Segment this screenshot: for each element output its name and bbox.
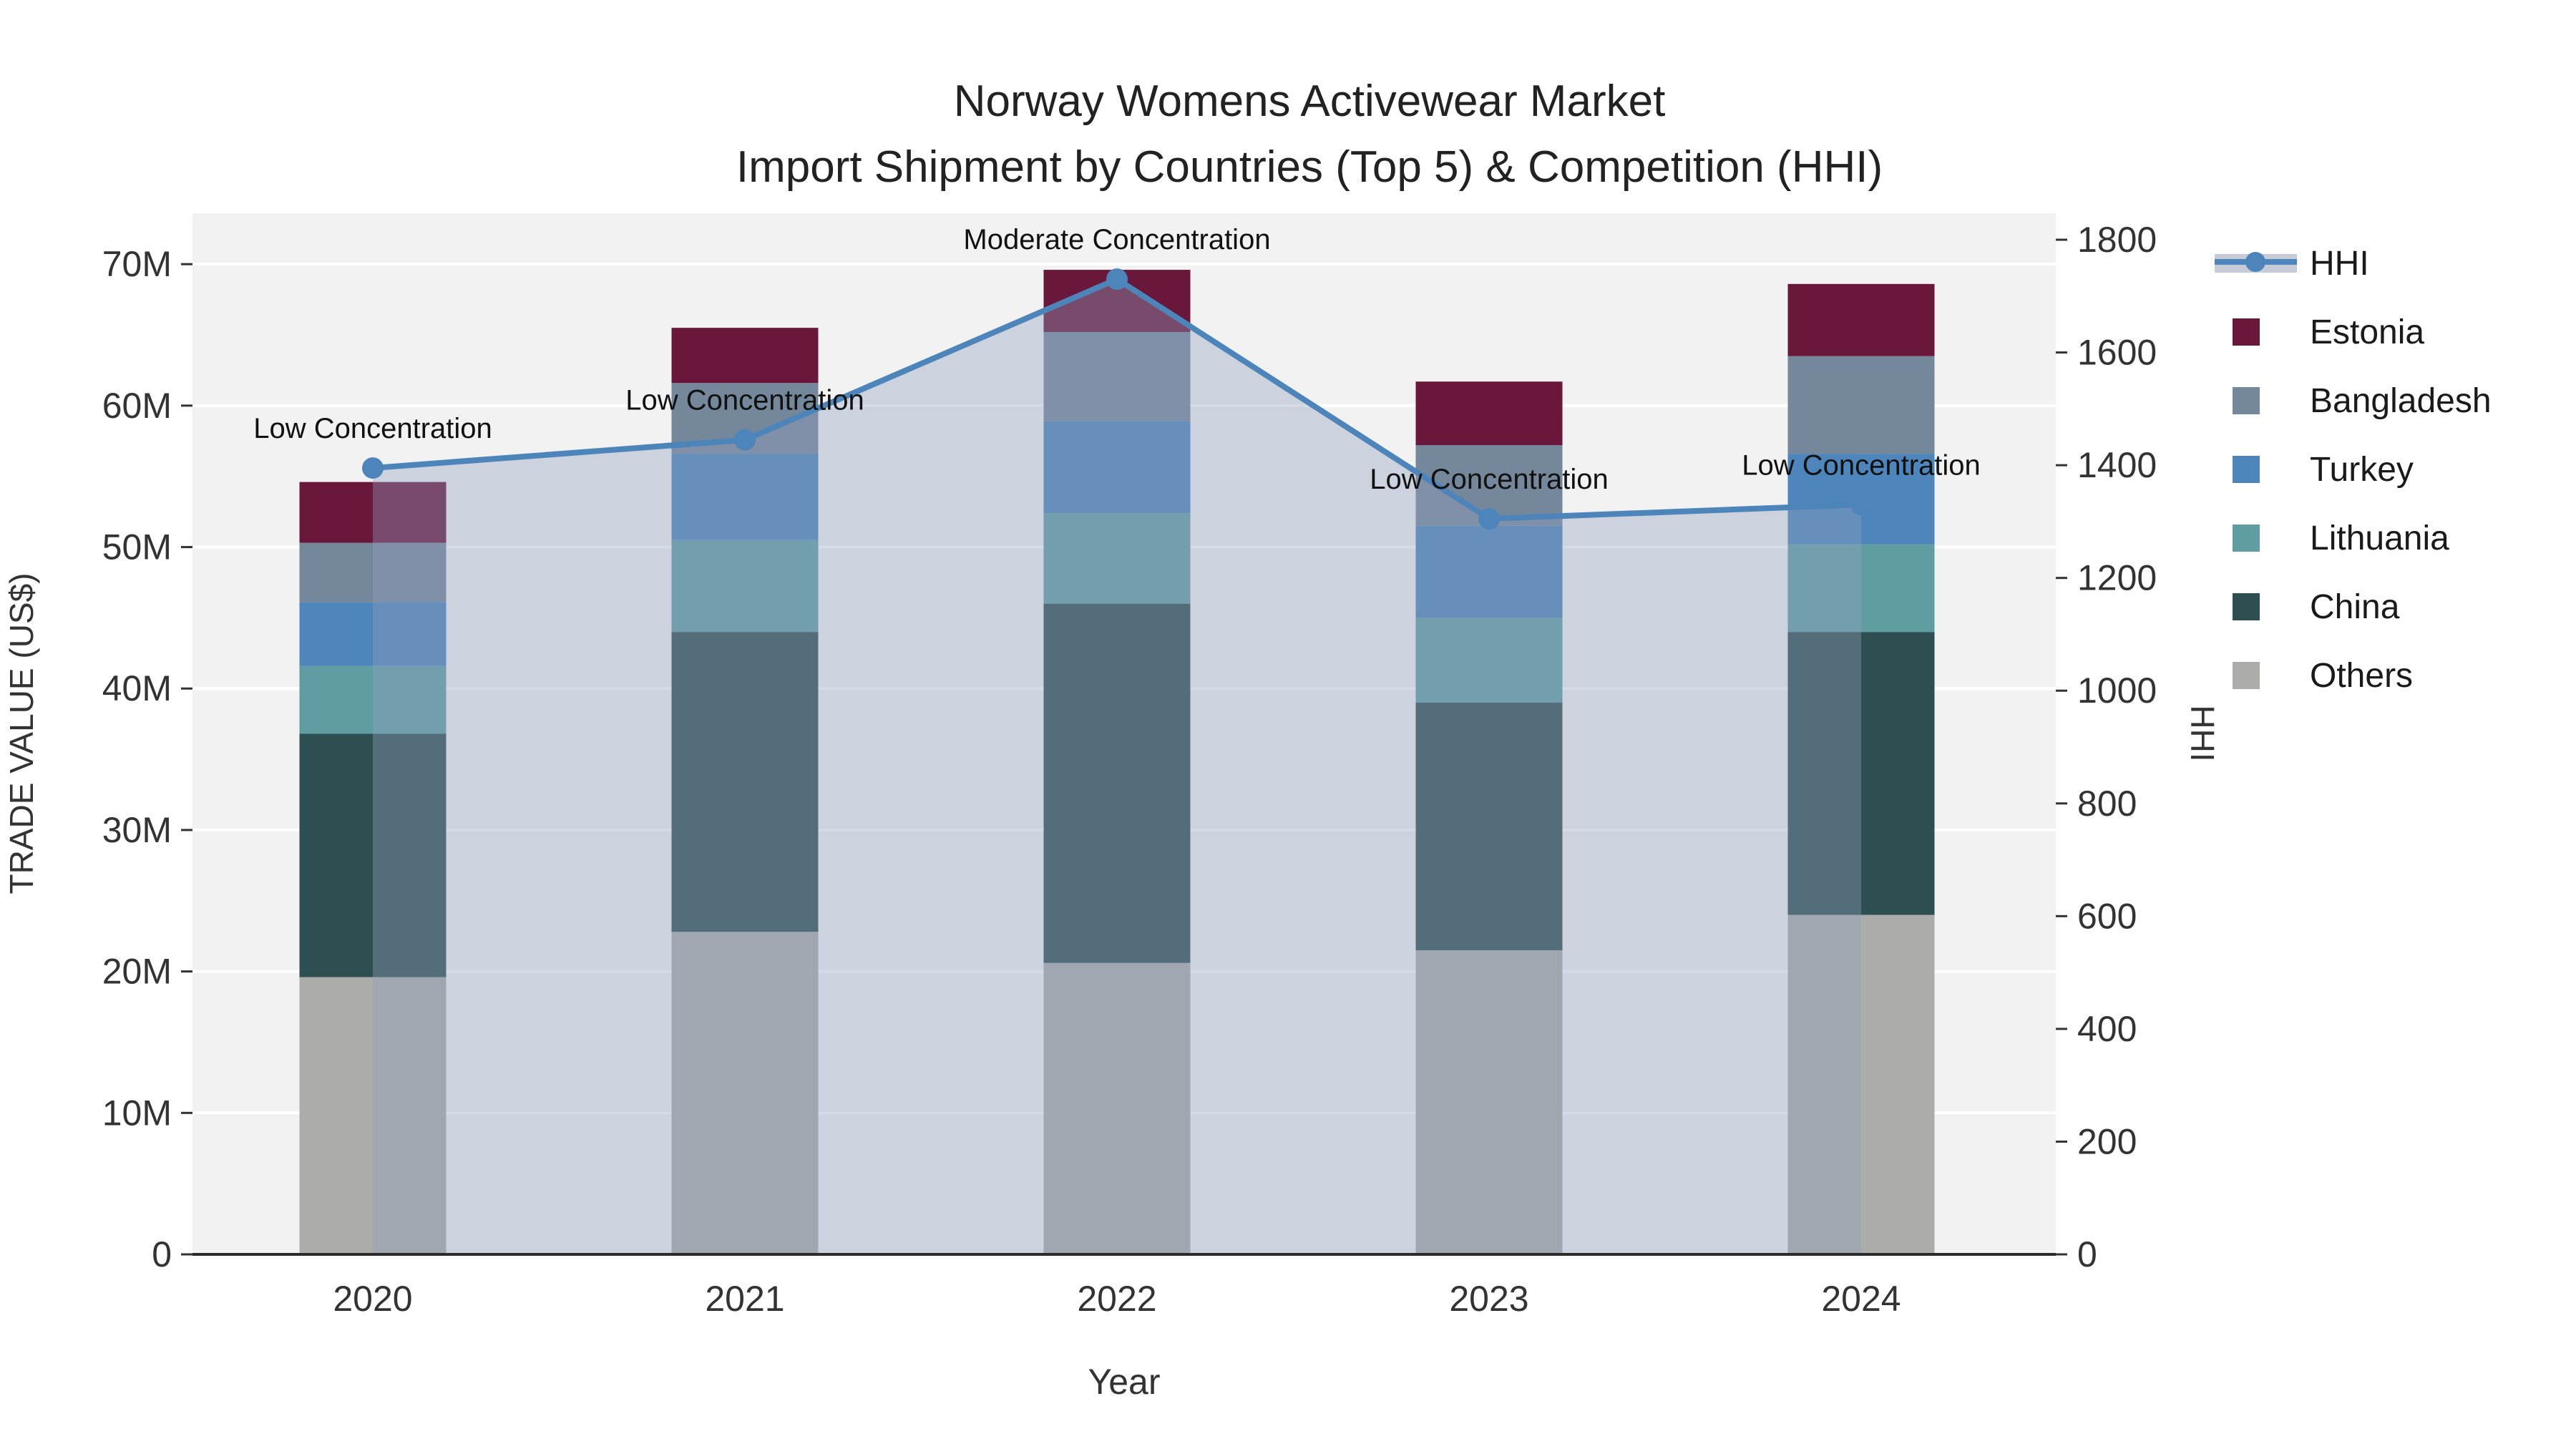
legend-item-bangladesh[interactable]: Bangladesh [2233,382,2492,420]
legend-label-turkey: Turkey [2310,451,2414,489]
legend-swatch-estonia [2233,318,2260,346]
bar-segment-lithuania-2020[interactable] [299,665,447,734]
y-tick-right-1400: 1400 [2077,445,2157,485]
y-tick-right-400: 400 [2077,1009,2137,1049]
bar-segment-estonia-2024[interactable] [1787,283,1935,356]
bar-segment-china-2020[interactable] [299,733,447,977]
bar-segment-estonia-2023[interactable] [1415,381,1563,446]
y-tick-left-50M: 50M [102,527,172,567]
annotation-2024: Low Concentration [1742,449,1981,481]
bar-segment-others-2020[interactable] [299,977,447,1254]
chart-title-line2: Import Shipment by Countries (Top 5) & C… [736,142,1883,192]
y-tick-left-20M: 20M [102,952,172,992]
axes-layer: 0 10M 20M 30M 40M 50M 60M 70M 0 200 400 600 800 1000 1… [102,220,2157,1319]
x-tick-2024: 2024 [1821,1279,1901,1319]
legend-label-china: China [2310,588,2400,626]
y-tick-left-70M: 70M [102,244,172,284]
legend-item-hhi[interactable]: HHI [2215,245,2369,283]
annotation-2022: Moderate Concentration [963,224,1270,255]
legend-label-bangladesh: Bangladesh [2310,382,2492,420]
bar-segment-china-2022[interactable] [1043,603,1191,963]
y-tick-right-1600: 1600 [2077,333,2157,373]
legend-swatch-turkey [2233,456,2260,483]
hhi-point-2024[interactable] [1850,494,1872,516]
bar-segment-others-2023[interactable] [1415,950,1563,1254]
bar-segment-bangladesh-2022[interactable] [1043,332,1191,421]
hhi-point-2020[interactable] [362,457,384,479]
y-axis-title-left: TRADE VALUE (US$) [3,572,40,894]
bar-segment-china-2024[interactable] [1787,632,1935,915]
bar-segment-china-2023[interactable] [1415,703,1563,950]
bar-segment-lithuania-2021[interactable] [671,540,819,633]
bar-segment-others-2024[interactable] [1787,914,1935,1254]
legend-item-estonia[interactable]: Estonia [2233,313,2424,351]
legend-swatch-china [2233,593,2260,620]
bar-segment-bangladesh-2024[interactable] [1787,356,1935,454]
hhi-point-2022[interactable] [1106,268,1128,291]
y-tick-left-10M: 10M [102,1093,172,1133]
y-tick-right-1000: 1000 [2077,670,2157,711]
y-tick-right-800: 800 [2077,784,2137,824]
hhi-line-layer [362,268,1872,530]
bar-segment-turkey-2022[interactable] [1043,421,1191,514]
x-tick-2022: 2022 [1077,1279,1156,1319]
bar-segment-turkey-2023[interactable] [1415,525,1563,618]
annotations-layer: Low Concentration Low Concentration Modera… [253,224,1981,495]
y-tick-right-1800: 1800 [2077,220,2157,260]
y-tick-right-600: 600 [2077,896,2137,936]
legend-swatch-lithuania [2233,525,2260,552]
bar-segment-china-2021[interactable] [671,632,819,932]
bar-segment-turkey-2020[interactable] [299,602,447,666]
hhi-point-2021[interactable] [734,429,756,451]
bar-segment-bangladesh-2020[interactable] [299,542,447,602]
y-tick-right-0: 0 [2077,1234,2097,1274]
legend-swatch-bangladesh [2233,387,2260,414]
annotation-2020: Low Concentration [253,413,492,444]
legend-item-china[interactable]: China [2233,588,2400,626]
legend-item-others[interactable]: Others [2233,657,2413,695]
annotation-2023: Low Concentration [1370,464,1609,495]
bar-segment-others-2021[interactable] [671,932,819,1254]
legend-hhi-marker-icon [2245,252,2265,272]
x-tick-2023: 2023 [1449,1279,1528,1319]
legend-label-estonia: Estonia [2310,313,2424,351]
bar-segment-estonia-2021[interactable] [671,328,819,384]
bar-segment-lithuania-2022[interactable] [1043,513,1191,604]
y-tick-left-30M: 30M [102,810,172,850]
legend-label-lithuania: Lithuania [2310,519,2449,557]
x-tick-2020: 2020 [333,1279,412,1319]
y-tick-right-1200: 1200 [2077,558,2157,598]
y-tick-left-60M: 60M [102,386,172,426]
y-tick-left-40M: 40M [102,668,172,708]
y-axis-title-right: HHI [2184,705,2221,761]
stacked-bars-layer [299,270,1935,1254]
legend-swatch-others [2233,662,2260,689]
y-tick-right-200: 200 [2077,1121,2137,1161]
bar-segment-lithuania-2024[interactable] [1787,544,1935,633]
annotation-2021: Low Concentration [625,385,864,416]
chart-title-line1: Norway Womens Activewear Market [954,77,1666,126]
x-axis-title: Year [1088,1362,1160,1402]
bar-segment-estonia-2020[interactable] [299,482,447,543]
x-tick-2021: 2021 [705,1279,784,1319]
bar-segment-turkey-2021[interactable] [671,454,819,540]
legend-item-lithuania[interactable]: Lithuania [2233,519,2449,557]
legend-item-turkey[interactable]: Turkey [2233,451,2414,489]
hhi-point-2023[interactable] [1478,507,1500,530]
bar-segment-lithuania-2023[interactable] [1415,618,1563,703]
legend: HHI Estonia Bangladesh Turkey Lithuania China… [2215,245,2492,695]
y-tick-left-0: 0 [152,1234,172,1274]
bar-segment-others-2022[interactable] [1043,962,1191,1254]
legend-label-hhi: HHI [2310,245,2369,283]
legend-label-others: Others [2310,657,2413,695]
